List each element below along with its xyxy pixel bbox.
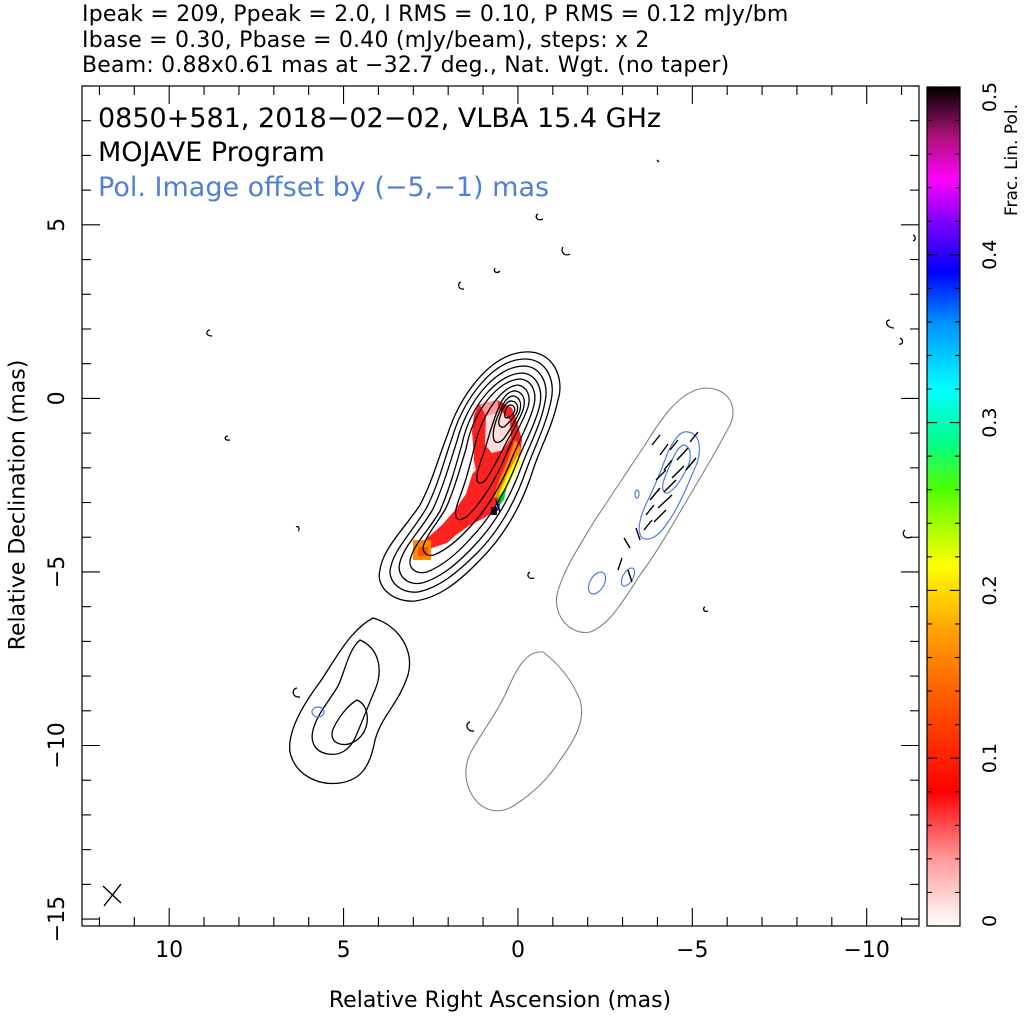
evpa-tick — [623, 537, 631, 549]
i-contour-noise — [224, 435, 231, 441]
frac-pol-orange-blob — [418, 547, 428, 556]
gray-contour — [465, 651, 583, 812]
blue-contour — [311, 706, 325, 718]
i-contour-noise — [561, 246, 571, 256]
evpa-tick — [657, 494, 673, 509]
colorbar-tick-label: 0.5 — [979, 82, 1001, 112]
gray-contour — [555, 387, 734, 633]
i-contour-noise — [902, 529, 913, 539]
program-annotation: MOJAVE Program — [98, 137, 325, 168]
i-contour-level — [378, 351, 561, 602]
source-annotation: 0850+581, 2018−02−02, VLBA 15.4 GHz — [98, 103, 662, 134]
colorbar-ticks — [927, 86, 960, 927]
i-contour-level — [422, 378, 536, 557]
i-contour-noise — [295, 525, 300, 532]
evpa-tick — [627, 569, 633, 583]
i-contour-noise — [206, 329, 213, 337]
evpa-tick — [645, 504, 655, 516]
colorbar-tick-label: 0.2 — [979, 575, 1001, 605]
evpa-tick — [643, 519, 653, 531]
i-contour-noise — [702, 606, 709, 613]
i-contour-noise — [527, 571, 535, 580]
x-tick-label: 10 — [155, 938, 183, 963]
x-tick-label: −5 — [676, 938, 708, 963]
i-contour-level — [311, 639, 380, 756]
i-contour-noise — [535, 213, 544, 221]
evpa-tick — [676, 447, 689, 461]
colorbar-tick-label: 0.1 — [979, 743, 1001, 773]
offset-total-intensity-contours — [465, 387, 734, 812]
x-axis-label: Relative Right Ascension (mas) — [328, 988, 672, 1013]
i-contour-noise — [466, 721, 475, 732]
i-contour-noise — [493, 267, 501, 274]
frac-pol-white-patch — [461, 452, 476, 478]
colorbar-frame — [926, 86, 961, 927]
i-contour-noise — [292, 687, 301, 698]
evpa-tick — [655, 469, 667, 481]
evpa-tick — [617, 557, 623, 571]
i-contour-noise — [898, 337, 904, 345]
polarized-intensity-contours — [311, 431, 700, 718]
evpa-vectors — [495, 431, 699, 583]
evpa-tick — [663, 479, 677, 493]
evpa-tick — [651, 434, 661, 446]
y-tick-label: −10 — [45, 722, 70, 768]
i-contour-level — [398, 365, 547, 585]
evpa-tick — [649, 487, 661, 501]
i-contour-level — [289, 617, 411, 785]
i-contour-level — [492, 395, 522, 444]
i-contour-level — [409, 372, 542, 574]
evpa-tick — [495, 499, 501, 513]
x-tick-label: 0 — [511, 938, 525, 963]
i-contour-level — [454, 384, 530, 521]
blue-contour — [587, 571, 607, 595]
frac-pol-peak-pixel — [491, 507, 497, 515]
x-tick-label: −10 — [843, 938, 889, 963]
colorbar-tick-label: 0.3 — [979, 407, 1001, 437]
evpa-tick — [663, 459, 673, 471]
i-contour-level — [389, 358, 553, 593]
blue-contour — [620, 567, 636, 587]
evpa-tick — [689, 431, 699, 443]
y-tick-label: 5 — [45, 218, 70, 232]
colorbar-tick-labels: 0 0.1 0.2 0.3 0.4 0.5 — [979, 82, 1001, 927]
y-axis-label: Relative Declination (mas) — [5, 359, 31, 651]
i-contour-level — [331, 699, 368, 746]
i-contour-noise — [656, 159, 660, 163]
beam-marker — [102, 883, 122, 907]
evpa-tick — [671, 465, 685, 479]
i-contour-level — [498, 400, 519, 428]
plot-frame — [81, 85, 920, 927]
blue-contour — [638, 431, 700, 540]
header-line-peaks: Ipeak = 209, Ppeak = 2.0, I RMS = 0.10, … — [82, 2, 789, 27]
frac-pol-white-core — [485, 410, 511, 453]
y-tick-label: 0 — [45, 391, 70, 405]
evpa-tick — [653, 509, 667, 523]
i-contour-noise — [457, 281, 465, 290]
offset-annotation: Pol. Image offset by (−5,−1) mas — [98, 172, 550, 203]
header-line-beam: Beam: 0.88x0.61 mas at −32.7 deg., Nat. … — [82, 53, 730, 78]
i-contour-noise — [912, 234, 916, 242]
blue-contour — [662, 444, 691, 494]
axis-ticks — [82, 85, 919, 926]
stokes-i-contours — [206, 159, 916, 785]
colorbar-tick-label: 0 — [979, 915, 1001, 927]
evpa-tick — [669, 439, 679, 451]
colorbar-fill — [927, 87, 960, 926]
colorbar-label: Frac. Lin. Pol. — [1002, 103, 1022, 217]
i-contour-level — [504, 404, 516, 419]
header-line-base: Ibase = 0.30, Pbase = 0.40 (mJy/beam), s… — [82, 28, 650, 53]
i-contour-noise — [885, 319, 895, 329]
i-contour-level — [476, 390, 525, 484]
colorbar-tick-label: 0.4 — [979, 240, 1001, 270]
evpa-tick — [685, 457, 697, 471]
axis-tick-labels: 10 5 0 −5 −10 5 0 −5 −10 −15 — [45, 218, 890, 963]
evpa-tick — [635, 527, 641, 541]
y-tick-label: −5 — [45, 556, 70, 588]
x-tick-label: 5 — [337, 938, 351, 963]
blue-contour — [634, 489, 640, 499]
evpa-tick — [659, 443, 669, 456]
y-tick-label: −15 — [45, 896, 70, 942]
